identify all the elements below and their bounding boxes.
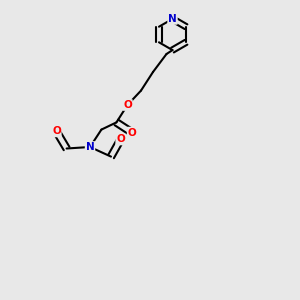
Text: O: O bbox=[128, 128, 136, 138]
Text: N: N bbox=[168, 14, 177, 24]
Text: O: O bbox=[116, 134, 125, 145]
Text: N: N bbox=[85, 142, 94, 152]
Text: O: O bbox=[123, 100, 132, 110]
Text: O: O bbox=[52, 126, 61, 136]
